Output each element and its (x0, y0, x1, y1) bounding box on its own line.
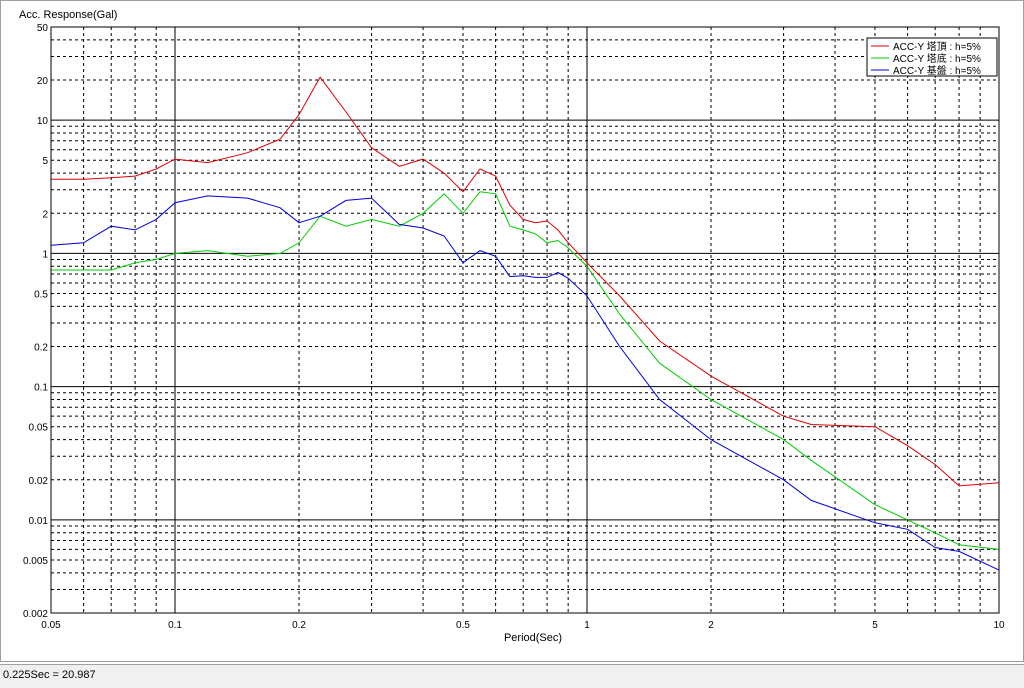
y-tick-label: 0.05 (29, 423, 49, 434)
x-tick-label: 0.2 (292, 620, 306, 631)
y-tick-label: 0.002 (23, 609, 48, 620)
y-tick-label: 0.005 (23, 556, 48, 567)
x-tick-label: 0.05 (41, 620, 61, 631)
y-tick-label: 2 (42, 209, 48, 220)
y-tick-label: 0.01 (29, 516, 49, 527)
y-tick-label: 50 (37, 23, 49, 34)
y-tick-label: 0.5 (34, 289, 48, 300)
legend: ACC-Y 塔頂 : h=5%ACC-Y 塔底 : h=5%ACC-Y 基盤 :… (866, 37, 998, 77)
y-axis-title: Acc. Response(Gal) (19, 9, 117, 21)
y-tick-label: 1 (42, 249, 48, 260)
y-tick-label: 20 (37, 76, 49, 87)
status-readout: 0.225Sec = 20.987 (3, 669, 96, 681)
x-tick-label: 0.1 (168, 620, 182, 631)
legend-entry: ACC-Y 基盤 : h=5% (893, 64, 981, 77)
plot-frame (50, 26, 1000, 614)
x-tick-label: 5 (872, 620, 878, 631)
x-tick-label: 2 (708, 620, 714, 631)
response-spectrum-chart[interactable]: 0.05 0.1 0.2 0.5 1 2 5 10 0.002 0.005 0.01 0.02 0.05… (1, 1, 1023, 661)
series-line-3 (50, 195, 1000, 571)
y-tick-label: 10 (37, 116, 49, 127)
y-tick-label: 0.02 (29, 476, 49, 487)
x-tick-label: 0.5 (456, 620, 470, 631)
y-tick-label: 5 (42, 156, 48, 167)
series-line-2 (51, 191, 1000, 550)
series-line-1 (51, 76, 1000, 487)
x-tick-label: 10 (993, 620, 1005, 631)
y-tick-label: 0.2 (34, 343, 48, 354)
legend-entry: ACC-Y 塔底 : h=5% (893, 52, 981, 65)
y-tick-label: 0.1 (34, 383, 48, 394)
legend-entry: ACC-Y 塔頂 : h=5% (893, 40, 981, 53)
x-tick-label: 1 (584, 620, 590, 631)
chart-window: 0.05 0.1 0.2 0.5 1 2 5 10 0.002 0.005 0.01 0.02 0.05… (0, 0, 1024, 662)
status-bar: 0.225Sec = 20.987 (0, 664, 1024, 688)
x-axis-title: Period(Sec) (504, 632, 562, 644)
